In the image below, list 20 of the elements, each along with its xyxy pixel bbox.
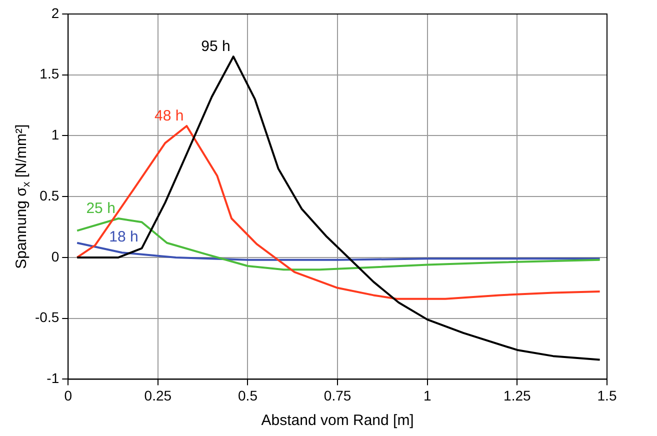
x-tick-label: 0.5 [238, 387, 258, 404]
y-tick-label: 1.5 [40, 66, 60, 82]
series-label: 25 h [86, 200, 116, 218]
x-tick-label: 1.25 [504, 387, 532, 404]
series-label: 48 h [154, 108, 184, 125]
y-axis-title: Spannung σx [N/mm²] [13, 124, 32, 269]
y-tick-label: 0.5 [40, 187, 60, 204]
series-label: 95 h [201, 38, 230, 56]
y-tick-label: -1 [46, 370, 60, 386]
y-tick-label: 2 [51, 4, 60, 21]
x-tick-label: 0 [64, 387, 72, 404]
y-tick-label: 1 [51, 126, 60, 143]
x-axis-title: Abstand vom Rand [m] [261, 412, 414, 430]
y-tick-label: 0 [51, 248, 60, 264]
x-tick-label: 1 [423, 387, 432, 404]
x-tick-label: 0.25 [144, 387, 172, 404]
x-tick-label: 0.75 [324, 387, 352, 404]
y-tick-label: -0.5 [35, 309, 60, 326]
x-tick-label: 1.5 [597, 387, 617, 404]
series-label: 18 h [109, 228, 138, 246]
